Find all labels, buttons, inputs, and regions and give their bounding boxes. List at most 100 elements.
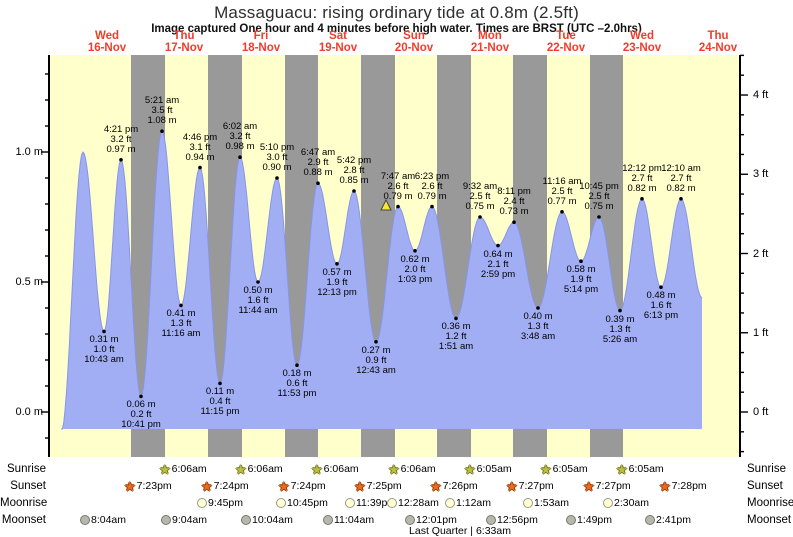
sunset-icon: ★ [430, 478, 442, 494]
tide-extreme-dot [512, 220, 516, 224]
sunset-entry: ★7:26pm [430, 479, 478, 493]
tide-extreme-dot [160, 129, 164, 133]
moonset-icon [645, 515, 655, 526]
day-label: Thu 17-Nov [164, 30, 204, 54]
right-axis-tick-label: 4 ft [753, 89, 769, 101]
sunrise-icon: ★ [464, 461, 476, 477]
tide-extreme-dot [218, 381, 222, 386]
moonrise-icon [276, 498, 286, 509]
tide-high-label: 12:10 am 2.7 ft 0.82 m [661, 162, 701, 194]
tide-low-label: 0.39 m 1.3 ft 5:26 am [602, 313, 638, 345]
tide-extreme-dot [335, 262, 339, 266]
sunset-entry: ★7:28pm [659, 479, 707, 493]
sunset-icon: ★ [506, 478, 518, 494]
tide-high-label: 7:47 am 2.6 ft 0.79 m [380, 170, 416, 202]
left-axis-tick-label: 0.5 m [15, 276, 43, 288]
day-label: Mon 21-Nov [470, 30, 510, 54]
tide-extreme-dot [640, 197, 644, 201]
moonrise-icon [445, 498, 455, 509]
moonset-entry: 2:41pm [645, 513, 691, 527]
tide-high-label: 5:21 am 3.5 ft 1.08 m [144, 95, 180, 127]
moonset-row-label-right: Moonset [747, 514, 792, 526]
tide-high-label: 11:16 am 2.5 ft 0.77 m [542, 175, 582, 207]
sunset-entry: ★7:27pm [583, 479, 631, 493]
moonset-entry: 9:04am [161, 513, 207, 527]
tide-high-label: 6:02 am 3.2 ft 0.98 m [222, 121, 258, 153]
sunrise-entry: ★6:05am [616, 462, 664, 476]
tide-extreme-dot [179, 303, 183, 308]
moonset-time: 9:04am [172, 514, 208, 526]
tide-extreme-dot [256, 280, 260, 284]
moonrise-icon [523, 498, 533, 509]
tide-extreme-dot [496, 243, 500, 248]
tide-low-label: 0.36 m 1.2 ft 1:51 am [438, 321, 474, 353]
moonrise-time: 9:45pm [208, 497, 244, 509]
tide-extreme-dot [659, 285, 663, 290]
moonset-entry: 12:01pm [405, 513, 457, 527]
sunset-icon: ★ [354, 478, 366, 494]
tide-extreme-dot [396, 204, 400, 209]
sunset-time: 7:27pm [518, 480, 554, 492]
sunset-row-label-left: Sunset [10, 480, 46, 492]
sunrise-entry: ★6:06am [311, 462, 359, 476]
moonrise-icon [603, 498, 613, 509]
moonrise-time: 1:53am [534, 497, 570, 509]
sunset-entry: ★7:24pm [201, 479, 249, 493]
tide-extreme-dot [238, 155, 242, 159]
tide-low-label: 0.62 m 2.0 ft 1:03 pm [397, 253, 433, 285]
moonset-time: 11:04am [334, 514, 375, 526]
sunset-icon: ★ [201, 478, 213, 494]
right-axis-tick-label: 3 ft [753, 168, 769, 181]
moonset-icon [486, 515, 496, 526]
sunset-entry: ★7:24pm [278, 479, 326, 493]
moonset-icon [241, 515, 251, 526]
sunrise-entry: ★6:06am [388, 462, 436, 476]
sunrise-time: 6:05am [628, 463, 664, 475]
moonrise-entry: 10:45pm [276, 496, 328, 510]
sunrise-row-label-right: Sunrise [747, 463, 786, 475]
tide-extreme-dot [139, 394, 143, 399]
tide-extreme-dot [102, 329, 106, 334]
tide-low-label: 0.48 m 1.6 ft 6:13 pm [643, 290, 679, 322]
tide-high-label: 6:47 am 2.9 ft 0.88 m [300, 147, 336, 179]
sunset-time: 7:24pm [213, 480, 249, 492]
sunset-entry: ★7:27pm [506, 479, 554, 493]
sunrise-icon: ★ [159, 461, 171, 477]
tide-extreme-dot [536, 306, 540, 310]
day-label: Sun 20-Nov [394, 30, 434, 54]
sunset-time: 7:24pm [290, 480, 326, 492]
tide-extreme-dot [316, 181, 320, 185]
sunset-icon: ★ [583, 478, 595, 494]
tide-extreme-dot [618, 308, 622, 313]
tide-low-label: 0.40 m 1.3 ft 3:48 am [520, 311, 556, 342]
moonrise-entry: 2:30am [603, 496, 649, 510]
tide-extreme-dot [352, 189, 356, 193]
sunrise-time: 6:06am [247, 463, 283, 475]
moonset-time: 12:01pm [416, 514, 457, 526]
moonrise-time: 11:39pm [356, 497, 397, 509]
moonrise-icon [197, 498, 207, 509]
sunrise-entry: ★6:05am [464, 462, 512, 476]
tide-extreme-dot [579, 259, 583, 264]
day-label: Fri 18-Nov [241, 30, 281, 54]
tide-extreme-dot [275, 176, 279, 180]
moonrise-time: 10:45pm [287, 497, 328, 509]
moonrise-entry: 1:53am [523, 496, 569, 510]
tide-low-label: 0.58 m 1.9 ft 5:14 pm [563, 264, 599, 296]
tide-extreme-dot [454, 316, 458, 321]
tide-high-label: 4:21 pm 3.2 ft 0.97 m [103, 123, 139, 155]
moonset-time: 10:04am [252, 514, 293, 526]
tide-high-label: 8:11 pm 2.4 ft 0.73 m [497, 186, 531, 218]
sunrise-entry: ★6:06am [235, 462, 283, 476]
sunrise-icon: ★ [311, 461, 323, 477]
day-label: Thu 24-Nov [698, 30, 738, 54]
sunrise-time: 6:06am [400, 463, 436, 475]
sunrise-icon: ★ [235, 461, 247, 477]
right-axis-tick-label: 0 ft [753, 406, 769, 418]
moonrise-time: 1:12am [456, 497, 492, 509]
moonrise-time: 12:28am [398, 497, 439, 509]
sunrise-icon: ★ [388, 461, 400, 477]
sunrise-entry: ★6:05am [540, 462, 588, 476]
